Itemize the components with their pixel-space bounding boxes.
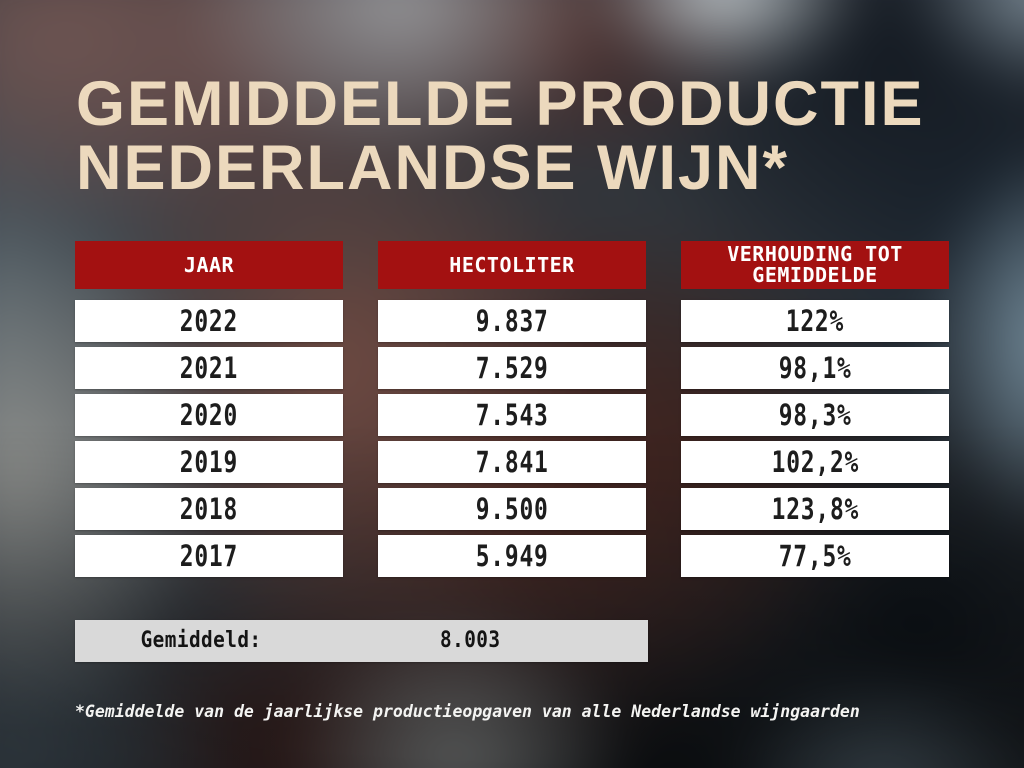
page-title: GEMIDDELDE PRODUCTIE NEDERLANDSE WIJN* xyxy=(76,72,925,200)
page-title-line-1: GEMIDDELDE PRODUCTIE xyxy=(76,69,925,139)
column-header-verhouding-label: VERHOUDING TOT GEMIDDELDE xyxy=(727,242,903,287)
table-header-row: JAAR HECTOLITER VERHOUDING TOT GEMIDDELD… xyxy=(75,241,949,289)
table-cell-text: 2018 xyxy=(179,492,239,526)
table-cell-text: 2021 xyxy=(179,351,239,385)
table-cell-hectoliter: 5.949 xyxy=(378,535,646,577)
table-cell-hectoliter: 7.529 xyxy=(378,347,646,389)
table-cell-verhouding: 122% xyxy=(681,300,949,342)
table-cell-jaar: 2020 xyxy=(75,394,343,436)
table-cell-hectoliter: 9.500 xyxy=(378,488,646,530)
column-header-verhouding: VERHOUDING TOT GEMIDDELDE xyxy=(681,241,949,289)
footnote: *Gemiddelde van de jaarlijkse productieo… xyxy=(75,702,860,721)
table-cell-verhouding: 123,8% xyxy=(681,488,949,530)
table-cell-text: 9.500 xyxy=(475,492,549,526)
table-cell-text: 2022 xyxy=(179,304,239,338)
table-cell-verhouding: 102,2% xyxy=(681,441,949,483)
table-cell-text: 2019 xyxy=(179,445,239,479)
table-cell-text: 2020 xyxy=(179,398,239,432)
table-cell-text: 98,1% xyxy=(778,351,852,385)
table-cell-jaar: 2018 xyxy=(75,488,343,530)
summary-label: Gemiddeld: xyxy=(140,628,262,653)
table-cell-jaar: 2017 xyxy=(75,535,343,577)
table-cell-text: 123,8% xyxy=(771,492,859,526)
table-cell-text: 9.837 xyxy=(475,304,549,338)
table-cell-text: 5.949 xyxy=(475,539,549,573)
table-cell-verhouding: 98,1% xyxy=(681,347,949,389)
page-title-line-2: NEDERLANDSE WIJN* xyxy=(76,133,790,203)
table-cell-hectoliter: 9.837 xyxy=(378,300,646,342)
table-cell-verhouding: 98,3% xyxy=(681,394,949,436)
column-header-jaar-label: JAAR xyxy=(183,252,235,277)
summary-bar: Gemiddeld: 8.003 xyxy=(75,620,648,662)
column-header-jaar: JAAR xyxy=(75,241,343,289)
table-cell-text: 77,5% xyxy=(778,539,852,573)
table-cell-text: 7.841 xyxy=(475,445,549,479)
table-cell-hectoliter: 7.543 xyxy=(378,394,646,436)
column-header-hectoliter: HECTOLITER xyxy=(378,241,646,289)
table-cell-jaar: 2021 xyxy=(75,347,343,389)
column-header-hectoliter-label: HECTOLITER xyxy=(449,252,575,277)
table-cell-text: 102,2% xyxy=(771,445,859,479)
table-cell-jaar: 2019 xyxy=(75,441,343,483)
table-cell-hectoliter: 7.841 xyxy=(378,441,646,483)
table-cell-text: 7.529 xyxy=(475,351,549,385)
table-body: 2022 9.837 122% 2021 7.529 98,1% 2020 7.543 98,3… xyxy=(75,300,949,577)
table-cell-text: 2017 xyxy=(179,539,239,573)
table-cell-text: 98,3% xyxy=(778,398,852,432)
table-cell-verhouding: 77,5% xyxy=(681,535,949,577)
table-cell-text: 7.543 xyxy=(475,398,549,432)
table-cell-text: 122% xyxy=(785,304,845,338)
summary-value: 8.003 xyxy=(440,628,501,653)
table-cell-jaar: 2022 xyxy=(75,300,343,342)
